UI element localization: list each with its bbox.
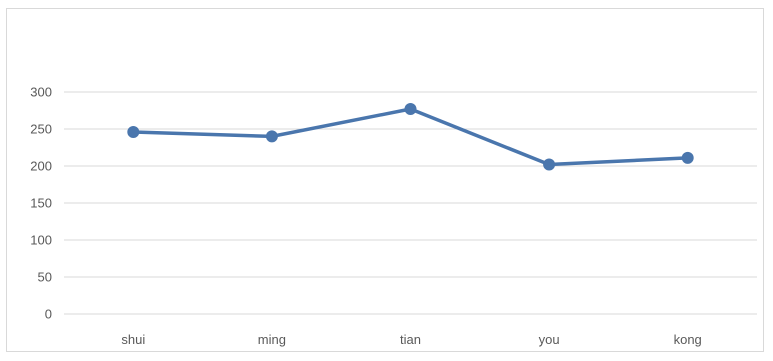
x-tick-label-shui: shui bbox=[121, 332, 145, 347]
y-tick-label-100: 100 bbox=[30, 233, 52, 248]
x-axis-tick-labels: shui ming tian you kong bbox=[121, 332, 701, 347]
x-tick-label-ming: ming bbox=[258, 332, 286, 347]
data-point-ming bbox=[265, 130, 278, 143]
y-tick-label-0: 0 bbox=[45, 307, 52, 322]
data-point-shui bbox=[127, 125, 140, 138]
y-tick-label-300: 300 bbox=[30, 85, 52, 100]
y-tick-label-200: 200 bbox=[30, 159, 52, 174]
data-point-kong bbox=[681, 151, 694, 164]
gridlines bbox=[64, 91, 757, 315]
x-tick-label-kong: kong bbox=[674, 332, 702, 347]
x-tick-label-tian: tian bbox=[400, 332, 421, 347]
y-tick-label-150: 150 bbox=[30, 196, 52, 211]
data-point-you bbox=[543, 158, 556, 171]
chart-frame bbox=[6, 8, 764, 352]
y-tick-label-250: 250 bbox=[30, 122, 52, 137]
x-tick-label-you: you bbox=[539, 332, 560, 347]
y-axis-tick-labels: 0 50 100 150 200 250 300 bbox=[30, 85, 52, 322]
data-point-tian bbox=[404, 103, 417, 116]
series-line-0 bbox=[131, 107, 690, 167]
y-tick-label-50: 50 bbox=[38, 270, 52, 285]
data-series bbox=[127, 103, 694, 171]
